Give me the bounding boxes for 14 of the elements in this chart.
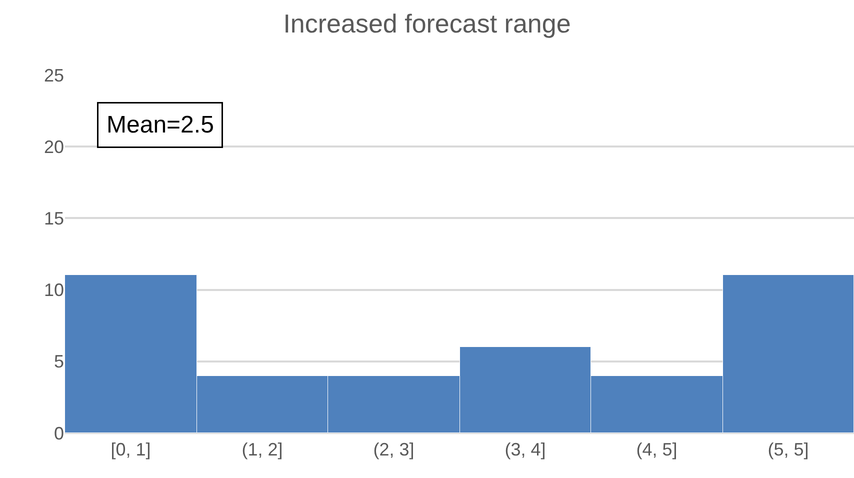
y-tick-label: 20 — [44, 136, 64, 157]
x-tick-label: (4, 5] — [636, 440, 678, 460]
x-tick-label: (3, 4] — [504, 440, 546, 460]
annotation: Mean=2.5 — [106, 112, 214, 138]
x-tick-label: (1, 2] — [242, 440, 283, 460]
y-tick-label: 5 — [54, 352, 64, 372]
y-tick-label: 10 — [44, 280, 64, 300]
x-tick-label: (5, 5] — [768, 440, 809, 460]
chart-title: Increased forecast range — [283, 8, 571, 39]
y-tick-label: 25 — [44, 65, 64, 86]
x-tick-label: [0, 1] — [110, 440, 151, 460]
y-tick-label: 0 — [54, 423, 64, 444]
y-tick-label: 15 — [44, 208, 64, 228]
x-tick-label: (2, 3] — [373, 440, 414, 460]
